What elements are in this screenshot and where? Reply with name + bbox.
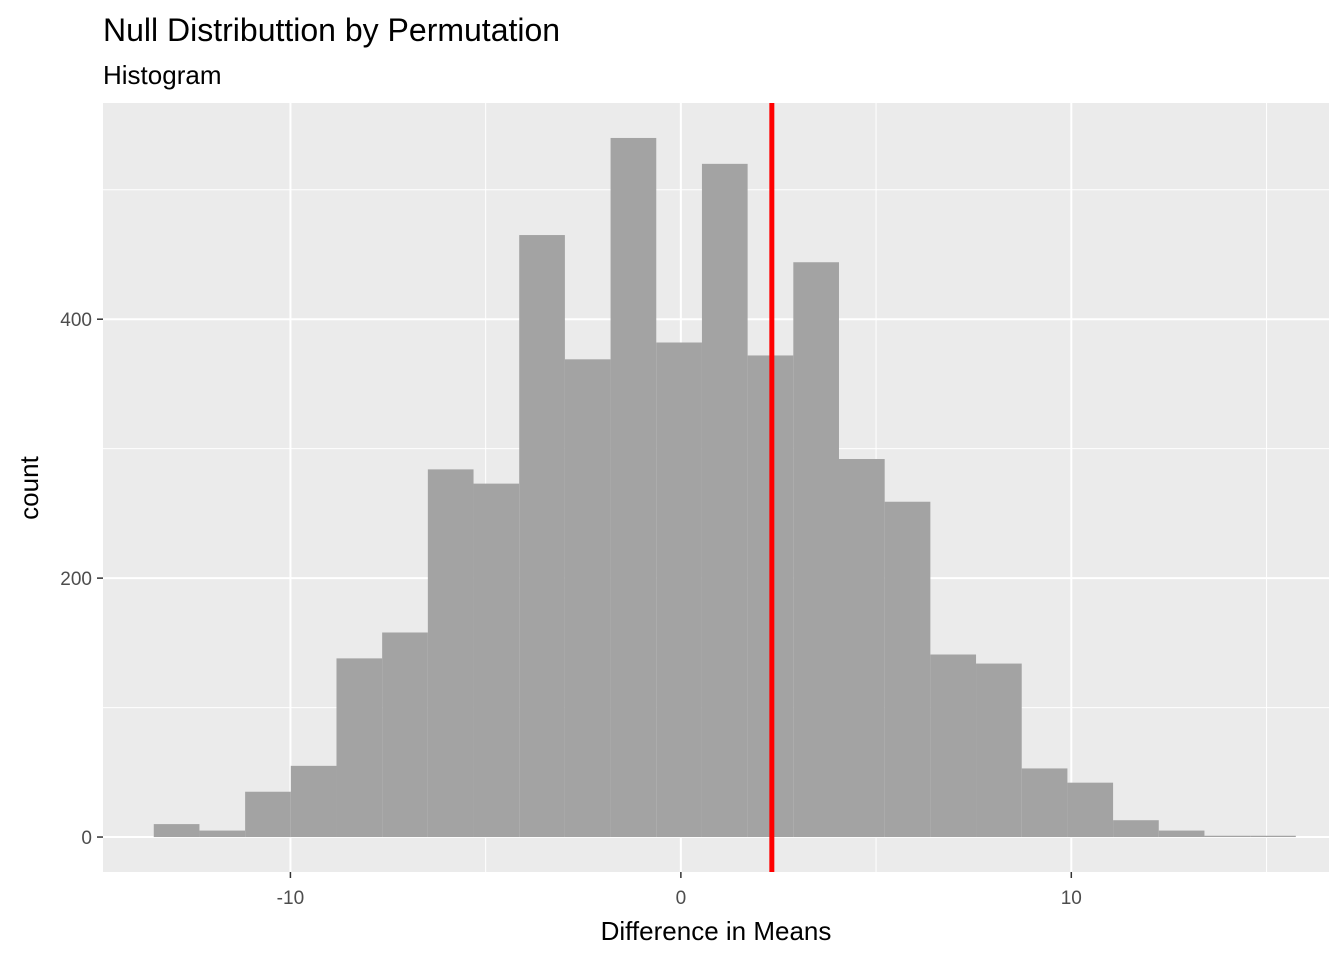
histogram-bar [1113,820,1159,838]
histogram-bar [930,654,977,838]
histogram-bar [1021,768,1068,838]
histogram-bar [1250,835,1296,838]
y-axis: 0 200 400 [60,310,103,849]
histogram-bar [336,658,383,838]
histogram-bar [199,830,246,838]
histogram-bar [153,824,200,838]
histogram-bar [656,342,702,838]
x-tick-label: -10 [277,888,304,909]
histogram-bar [564,359,611,838]
y-tick-label: 400 [60,310,92,331]
histogram-bar [976,663,1022,838]
x-tick-label: 0 [676,888,687,909]
x-tick-label: 10 [1061,888,1082,909]
histogram-bar [473,483,520,838]
chart-title: Null Distributtion by Permutation [103,12,560,48]
histogram-bar [427,469,474,838]
histogram-bar [382,632,428,838]
histogram-bar [610,137,657,838]
histogram-bar [245,791,291,838]
chart-subtitle: Histogram [103,60,221,90]
histogram-bar [519,235,565,838]
histogram-bar [884,501,931,838]
histogram-bars [153,137,1296,838]
x-axis-title: Difference in Means [601,916,832,946]
x-axis: -10 0 10 [277,872,1082,909]
histogram-bar [793,262,839,838]
histogram-bar [838,459,885,838]
y-tick-label: 0 [81,828,92,849]
histogram-bar [290,765,337,838]
y-axis-title: count [14,455,44,519]
y-tick-label: 200 [60,569,92,590]
histogram-bar [1204,835,1251,838]
histogram-bar [701,163,748,838]
histogram-bar [1158,830,1205,838]
histogram-bar [1067,782,1114,838]
